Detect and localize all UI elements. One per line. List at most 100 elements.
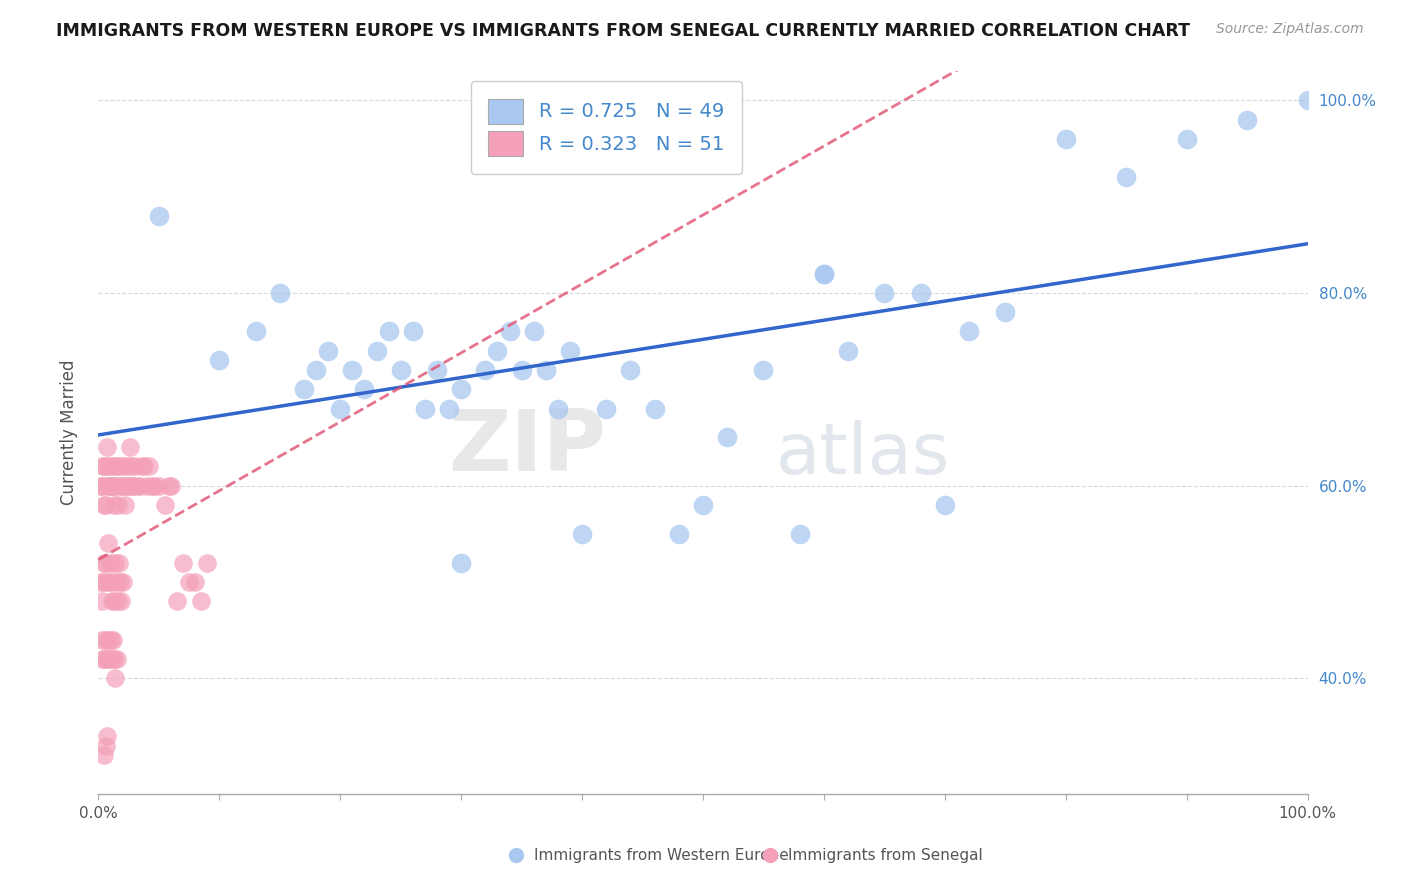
Point: [813, 267, 835, 281]
Point: [184, 574, 207, 589]
Point: [523, 325, 546, 339]
Point: [96, 729, 118, 743]
Point: [93, 748, 115, 763]
Point: [172, 556, 194, 570]
Point: [101, 632, 124, 647]
Point: [366, 343, 388, 358]
Point: [111, 574, 134, 589]
Point: [1115, 170, 1137, 185]
Point: [141, 478, 163, 492]
Point: [957, 325, 980, 339]
Point: [1296, 93, 1319, 107]
Point: [153, 498, 176, 512]
Point: [108, 478, 131, 492]
Point: [107, 498, 129, 512]
Point: [110, 478, 132, 492]
Point: [644, 401, 666, 416]
Point: [342, 363, 364, 377]
Text: Immigrants from Western Europe: Immigrants from Western Europe: [534, 847, 789, 863]
Point: [96, 574, 118, 589]
Point: [316, 343, 339, 358]
Point: [94, 739, 117, 753]
Point: [91, 632, 114, 647]
Point: [547, 401, 569, 416]
Point: [94, 498, 117, 512]
Point: [1175, 132, 1198, 146]
Point: [1236, 112, 1258, 127]
Point: [190, 594, 212, 608]
Point: [121, 478, 143, 492]
Point: [118, 440, 141, 454]
Point: [910, 285, 932, 300]
Point: [148, 478, 170, 492]
Point: [96, 440, 118, 454]
Point: [138, 459, 160, 474]
Point: [353, 382, 375, 396]
Point: [90, 478, 112, 492]
Point: [93, 652, 115, 666]
Point: [389, 363, 412, 377]
Point: [91, 594, 114, 608]
Point: [100, 459, 122, 474]
Text: ZIP: ZIP: [449, 406, 606, 489]
Point: [122, 478, 145, 492]
Point: [120, 459, 142, 474]
Point: [127, 478, 149, 492]
Point: [510, 363, 533, 377]
Point: [100, 478, 122, 492]
Point: [104, 556, 127, 570]
Point: [292, 382, 315, 396]
Point: [112, 478, 135, 492]
Point: [104, 671, 127, 685]
Point: [96, 478, 118, 492]
Text: Source: ZipAtlas.com: Source: ZipAtlas.com: [1216, 22, 1364, 37]
Point: [91, 478, 114, 492]
Point: [377, 325, 399, 339]
Point: [813, 267, 835, 281]
Point: [111, 459, 134, 474]
Point: [413, 401, 436, 416]
Point: [114, 498, 136, 512]
Point: [668, 526, 690, 541]
Point: [934, 498, 956, 512]
Point: [103, 652, 125, 666]
Point: [208, 353, 231, 368]
Point: [93, 459, 115, 474]
Point: [110, 594, 132, 608]
Point: [100, 556, 122, 570]
Point: [558, 343, 581, 358]
Point: [474, 363, 496, 377]
Point: [245, 325, 267, 339]
Point: [103, 594, 125, 608]
Point: [98, 652, 121, 666]
Legend: R = 0.725   N = 49, R = 0.323   N = 51: R = 0.725 N = 49, R = 0.323 N = 51: [471, 81, 742, 174]
Point: [789, 526, 811, 541]
Point: [486, 343, 509, 358]
Point: [269, 285, 291, 300]
Point: [101, 459, 124, 474]
Point: [103, 498, 125, 512]
Point: [873, 285, 896, 300]
Point: [97, 536, 120, 550]
Point: [94, 556, 117, 570]
Point: [179, 574, 201, 589]
Point: [97, 459, 120, 474]
Point: [104, 478, 127, 492]
Point: [98, 478, 121, 492]
Point: [143, 478, 166, 492]
Point: [426, 363, 449, 377]
Point: [994, 305, 1017, 319]
Point: [148, 209, 170, 223]
Point: [93, 556, 115, 570]
Point: [837, 343, 859, 358]
Point: [534, 363, 557, 377]
Point: [450, 382, 472, 396]
Point: [752, 363, 775, 377]
Point: [107, 594, 129, 608]
Point: [135, 478, 157, 492]
Point: [105, 652, 128, 666]
Point: [166, 594, 188, 608]
Point: [91, 574, 114, 589]
Text: IMMIGRANTS FROM WESTERN EUROPE VS IMMIGRANTS FROM SENEGAL CURRENTLY MARRIED CORR: IMMIGRANTS FROM WESTERN EUROPE VS IMMIGR…: [56, 22, 1191, 40]
Point: [90, 574, 112, 589]
